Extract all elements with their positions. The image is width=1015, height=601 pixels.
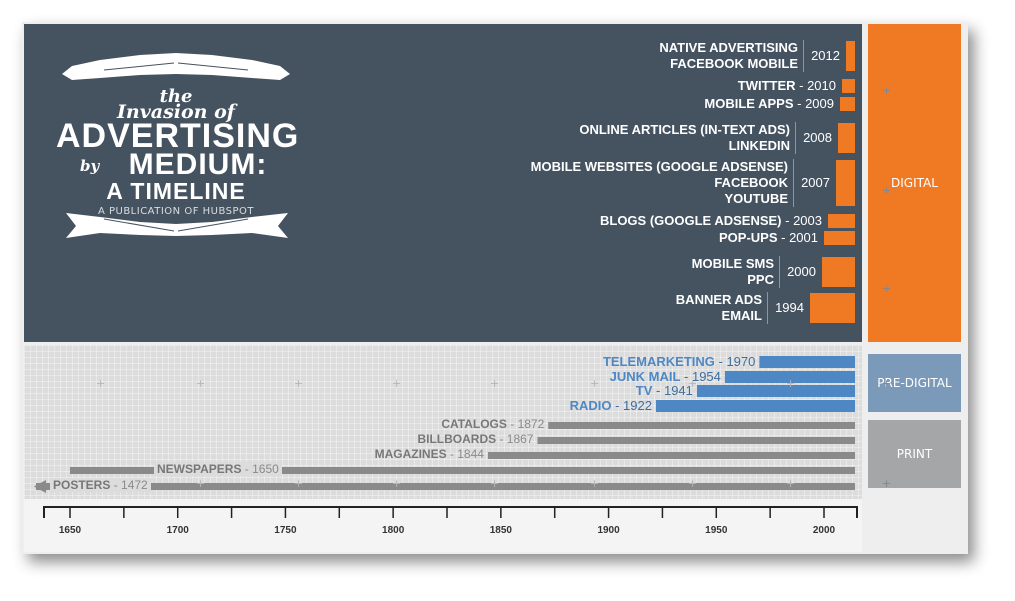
- timeline-label: POSTERS - 1472: [50, 478, 151, 492]
- x-tick-label: 1950: [705, 525, 728, 536]
- x-tick-label: 1850: [489, 525, 512, 536]
- digital-year-label: - 2003: [781, 213, 822, 228]
- title-the: the: [159, 86, 193, 107]
- grid-plus-marker: +: [590, 477, 600, 490]
- grid-plus-marker: +: [882, 184, 892, 197]
- digital-year-label: 2012: [811, 48, 840, 63]
- timeline-label: JUNK MAIL - 1954: [609, 369, 721, 384]
- digital-year-label: 2008: [803, 130, 832, 145]
- timeline-bar-junk-mail: [724, 371, 855, 383]
- title-advertising: ADVERTISING: [56, 117, 300, 155]
- x-tick-label: 1700: [166, 525, 189, 536]
- digital-panel: [24, 24, 862, 342]
- title-a-timeline: A TIMELINE: [106, 178, 246, 204]
- x-tick-label: 1900: [597, 525, 620, 536]
- x-tick-label: 1750: [274, 525, 297, 536]
- digital-bar: [842, 79, 855, 93]
- grid-plus-marker: +: [882, 282, 892, 295]
- grid-plus-marker: +: [294, 477, 304, 490]
- grid-plus-marker: +: [786, 377, 796, 390]
- timeline-label: CATALOGS - 1872: [441, 417, 545, 431]
- timeline-bar-posters: [36, 483, 855, 490]
- timeline-bar-tv: [696, 385, 855, 397]
- x-tick-label: 1650: [58, 525, 82, 536]
- off-axis-arrow: [34, 480, 46, 493]
- timeline-bar-radio: [655, 400, 855, 412]
- digital-media-label: TWITTER - 2010: [737, 78, 836, 93]
- digital-year-label: - 2009: [793, 96, 834, 111]
- timeline-label: TELEMARKETING - 1970: [602, 354, 756, 369]
- title-by: by: [80, 157, 100, 175]
- category-digital: DIGITAL: [868, 24, 961, 342]
- grid-plus-marker: +: [196, 477, 206, 490]
- digital-media-label: POP-UPS - 2001: [719, 230, 818, 245]
- digital-separator: [795, 122, 796, 154]
- digital-separator: [793, 159, 794, 207]
- grid-plus-marker: +: [882, 84, 892, 97]
- digital-bar: [840, 97, 855, 111]
- grid-plus-marker: +: [392, 477, 402, 490]
- grid-plus-marker: +: [882, 477, 892, 490]
- digital-bar: [836, 160, 855, 206]
- grid-plus-marker: +: [590, 377, 600, 390]
- timeline-label: RADIO - 1922: [569, 398, 652, 413]
- category-print: PRINT: [868, 420, 961, 488]
- bottom-banner: [66, 213, 288, 238]
- timeline-bar-billboards: [537, 437, 855, 444]
- title-invasion-of: Invasion of: [117, 101, 235, 123]
- digital-media-label: MOBILE SMS PPC: [691, 256, 774, 287]
- timeline-bar-catalogs: [548, 422, 855, 429]
- digital-year-label: 2007: [801, 175, 830, 190]
- grid-plus-marker: +: [196, 377, 206, 390]
- digital-year-label: 1994: [775, 300, 804, 315]
- timeline-bar-newspapers: [70, 467, 855, 474]
- digital-media-label: BLOGS (GOOGLE ADSENSE) - 2003: [599, 213, 822, 228]
- digital-media-label: MOBILE APPS - 2009: [704, 96, 834, 111]
- digital-year-label: - 2001: [777, 230, 818, 245]
- x-tick-label: 1800: [382, 525, 405, 536]
- digital-bar: [822, 257, 855, 287]
- timeline-bar-telemarketing: [759, 356, 855, 368]
- digital-media-label: BANNER ADS EMAIL: [675, 292, 762, 323]
- digital-separator: [767, 292, 768, 324]
- grid-plus-marker: +: [786, 477, 796, 490]
- digital-bar: [810, 293, 855, 323]
- digital-media-label: ONLINE ARTICLES (IN-TEXT ADS) LINKEDIN: [579, 122, 790, 153]
- grid-plus-marker: +: [882, 377, 892, 390]
- digital-bar: [838, 123, 855, 153]
- digital-media-label: MOBILE WEBSITES (GOOGLE ADSENSE) FACEBOOK…: [530, 159, 788, 206]
- timeline-bar-magazines: [487, 452, 855, 459]
- digital-separator: [803, 40, 804, 72]
- grid-plus-marker: +: [688, 377, 698, 390]
- digital-bar: [828, 214, 855, 228]
- timeline-label: NEWSPAPERS - 1650: [154, 462, 282, 476]
- digital-media-label: NATIVE ADVERTISING FACEBOOK MOBILE: [659, 40, 798, 71]
- timeline-label: TV - 1941: [635, 383, 693, 398]
- title-publication: A PUBLICATION OF HUBSPOT: [97, 206, 255, 217]
- digital-year-label: - 2010: [795, 78, 836, 93]
- digital-year-label: 2000: [787, 264, 816, 279]
- grid-plus-marker: +: [96, 377, 106, 390]
- grid-plus-marker: +: [688, 477, 698, 490]
- grid-plus-marker: +: [490, 477, 500, 490]
- title-medium: MEDIUM:: [128, 148, 268, 181]
- top-banner: [62, 53, 290, 80]
- grid-plus-marker: +: [490, 377, 500, 390]
- grid-plus-marker: +: [294, 377, 304, 390]
- digital-separator: [779, 256, 780, 288]
- grid-plus-marker: +: [392, 377, 402, 390]
- digital-bar: [824, 231, 855, 245]
- timeline-label: BILLBOARDS - 1867: [417, 432, 534, 446]
- digital-bar: [846, 41, 855, 71]
- timeline-label: MAGAZINES - 1844: [374, 447, 484, 461]
- x-tick-label: 2000: [812, 525, 836, 536]
- category-pre-digital: PRE-DIGITAL: [868, 354, 961, 412]
